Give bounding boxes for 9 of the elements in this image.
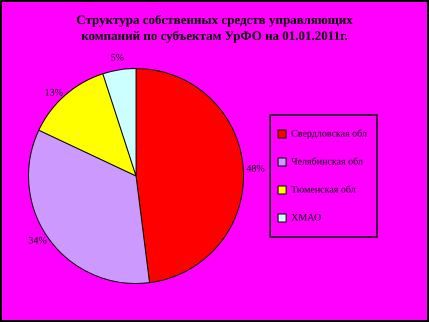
legend-label: ХМАО <box>291 212 322 224</box>
data-label: 48% <box>246 164 265 175</box>
chart-title: Структура собственных средств управляющих компаний по субъектам УрФО на 01.01.2011г. <box>75 12 354 44</box>
legend-label: Свердловская обл <box>291 128 368 140</box>
legend-label: Челябинская обл <box>291 156 363 168</box>
data-label: 34% <box>28 236 47 247</box>
data-label: 13% <box>44 88 63 99</box>
data-label: 5% <box>110 52 124 64</box>
legend-label: Тюменская обл <box>291 184 356 196</box>
